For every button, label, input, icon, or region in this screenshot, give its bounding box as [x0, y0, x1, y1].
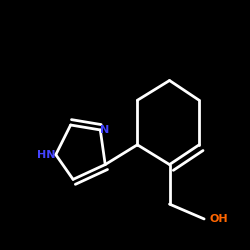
- Text: N: N: [100, 125, 110, 135]
- Text: OH: OH: [209, 214, 228, 224]
- Text: HN: HN: [37, 150, 56, 160]
